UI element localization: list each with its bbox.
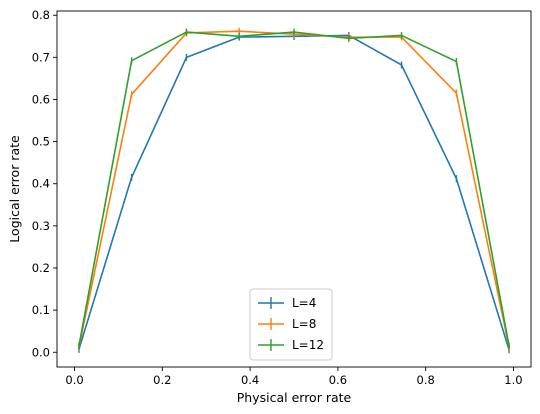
x-axis-label: Physical error rate — [237, 390, 352, 405]
y-tick-label: 0.2 — [32, 261, 50, 275]
y-tick-label: 0.3 — [32, 219, 50, 233]
x-tick-label: 0.6 — [329, 373, 347, 387]
y-tick-label: 0.4 — [32, 177, 50, 191]
y-tick-label: 0.8 — [32, 8, 50, 22]
x-tick-label: 0.2 — [153, 373, 171, 387]
y-tick-label: 0.7 — [32, 50, 50, 64]
legend-label: L=8 — [292, 317, 316, 331]
x-tick-label: 0.8 — [417, 373, 435, 387]
y-tick-label: 0.0 — [32, 345, 50, 359]
x-tick-label: 0.0 — [65, 373, 83, 387]
y-tick-label: 0.5 — [32, 135, 50, 149]
legend-label: L=4 — [292, 296, 316, 310]
x-tick-label: 0.4 — [241, 373, 259, 387]
y-tick-label: 0.6 — [32, 92, 50, 106]
legend: L=4 L=8 L=12 — [249, 288, 333, 361]
x-tick-label: 1.0 — [504, 373, 522, 387]
y-tick-label: 0.1 — [32, 303, 50, 317]
series-L=12 — [78, 28, 510, 350]
legend-label: L=12 — [292, 338, 324, 352]
y-axis-label: Logical error rate — [7, 135, 22, 243]
